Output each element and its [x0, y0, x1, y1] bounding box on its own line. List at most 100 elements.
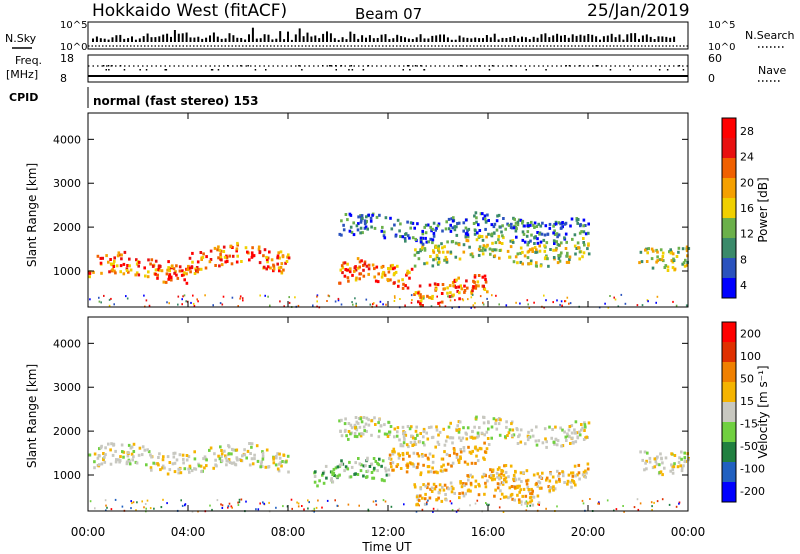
noise-cell	[545, 507, 547, 510]
data-cell	[494, 422, 497, 426]
data-cell	[434, 257, 437, 261]
data-cell	[373, 416, 376, 420]
noise-cell	[231, 296, 234, 299]
data-cell	[257, 245, 261, 249]
data-cell	[380, 275, 384, 279]
data-cell	[127, 443, 131, 447]
data-cell	[683, 460, 687, 464]
data-cell	[443, 483, 447, 487]
data-cell	[517, 435, 520, 439]
data-cell	[389, 278, 392, 282]
data-cell	[161, 458, 165, 462]
data-cell	[506, 249, 510, 253]
data-cell	[462, 250, 466, 254]
data-cell	[314, 470, 317, 474]
data-cell	[569, 480, 573, 484]
data-cell	[435, 498, 438, 502]
data-cell	[471, 449, 474, 453]
nsky-bar	[92, 38, 94, 42]
data-cell	[527, 489, 531, 493]
data-cell	[359, 417, 363, 421]
noise-cell	[307, 507, 309, 510]
data-cell	[529, 500, 532, 504]
data-cell	[143, 266, 146, 270]
data-cell	[582, 241, 585, 244]
noise-cell	[469, 504, 471, 507]
nsearch-label: N.Search	[745, 29, 795, 42]
nsky-bar	[329, 33, 332, 42]
data-cell	[163, 466, 166, 470]
freq-dot	[210, 69, 213, 71]
data-cell	[359, 469, 363, 473]
data-cell	[104, 453, 107, 457]
data-cell	[365, 429, 368, 433]
data-cell	[485, 235, 488, 239]
data-cell	[419, 240, 423, 244]
data-cell	[557, 474, 560, 478]
nsky-bar	[166, 33, 169, 42]
data-cell	[339, 430, 342, 433]
data-cell	[572, 441, 575, 445]
data-cell	[573, 464, 577, 468]
noise-cell	[193, 304, 196, 307]
noise-cell	[533, 301, 535, 304]
noise-cell	[347, 503, 350, 506]
freq-dot	[335, 69, 337, 71]
data-cell	[276, 467, 280, 471]
data-cell	[405, 443, 409, 447]
data-cell	[646, 451, 649, 455]
data-cell	[432, 221, 436, 225]
data-cell	[536, 237, 539, 241]
data-cell	[408, 236, 411, 240]
data-cell	[641, 458, 644, 462]
nsky-strip: N.Sky 10^5 10^0 10^5 10^0 N.Search	[5, 20, 795, 53]
data-cell	[147, 270, 150, 274]
data-cell	[658, 471, 661, 474]
data-cell	[408, 271, 411, 275]
nsky-bar	[622, 39, 625, 42]
data-cell	[112, 262, 115, 266]
data-cell	[387, 473, 391, 477]
data-cell	[408, 427, 412, 431]
data-cell	[347, 437, 350, 441]
data-cell	[376, 461, 379, 465]
colorbar-segment	[722, 362, 736, 383]
data-cell	[499, 489, 502, 493]
noise-cell	[525, 509, 528, 512]
noise-cell	[177, 295, 180, 298]
data-cell	[492, 225, 496, 229]
colorbar-segment	[722, 462, 736, 483]
nsky-bar	[138, 38, 141, 42]
freq-dot	[240, 65, 242, 67]
data-cell	[423, 497, 427, 501]
data-cell	[355, 276, 358, 280]
data-cell	[437, 257, 441, 261]
nave-label: Nave	[758, 64, 786, 77]
data-cell	[396, 426, 400, 430]
data-cell	[154, 462, 158, 466]
data-cell	[458, 297, 461, 301]
noise-cell	[498, 506, 501, 509]
data-cell	[586, 247, 589, 251]
data-cell	[412, 451, 416, 455]
data-cell	[93, 466, 96, 470]
data-cell	[473, 446, 477, 450]
freq-dot	[460, 65, 462, 67]
data-cell	[272, 461, 276, 465]
data-cell	[530, 220, 533, 224]
data-cell	[199, 464, 203, 468]
data-cell	[284, 460, 288, 464]
data-cell	[425, 240, 429, 244]
data-cell	[344, 213, 348, 216]
data-cell	[137, 264, 140, 268]
data-cell	[178, 269, 182, 273]
noise-cell	[598, 502, 600, 505]
data-cell	[527, 240, 530, 244]
data-cell	[446, 250, 449, 254]
noise-cell	[520, 503, 523, 506]
data-cell	[463, 484, 466, 487]
nsky-bar	[544, 33, 547, 42]
data-cell	[445, 452, 449, 456]
data-cell	[362, 268, 365, 272]
data-cell	[471, 255, 475, 259]
